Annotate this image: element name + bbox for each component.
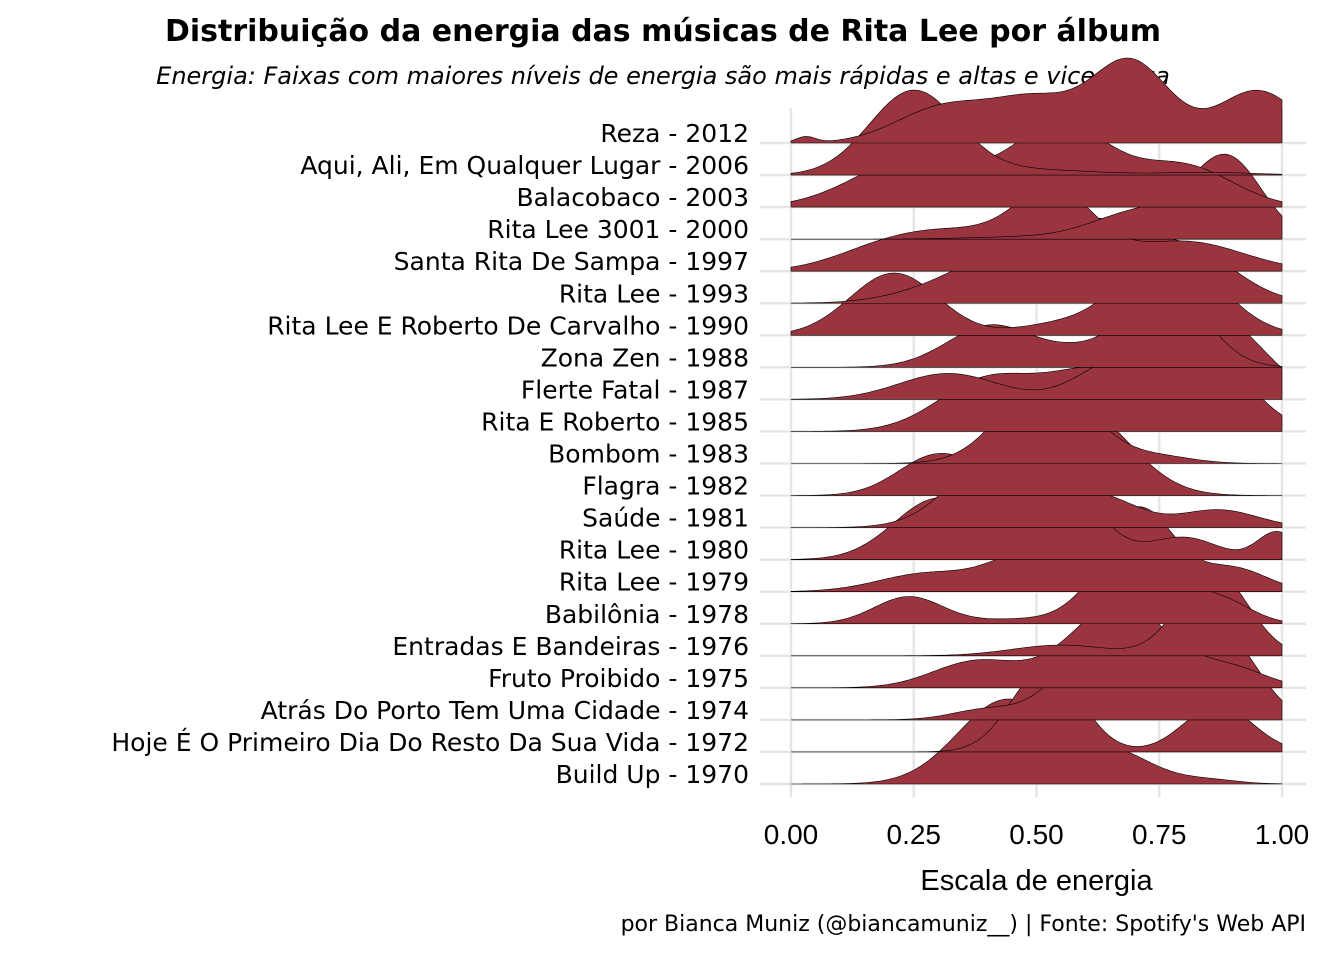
ridge-layer	[790, 57, 1283, 785]
y-label: Build Up - 1970	[556, 760, 749, 789]
y-label: Zona Zen - 1988	[541, 343, 749, 372]
y-label: Babilônia - 1978	[545, 600, 749, 629]
y-label: Rita Lee - 1979	[559, 568, 749, 597]
y-label: Flagra - 1982	[582, 472, 749, 501]
y-label: Rita Lee 3001 - 2000	[487, 215, 749, 244]
y-label: Rita E Roberto - 1985	[481, 407, 749, 436]
y-label: Bombom - 1983	[548, 440, 749, 469]
y-label: Balacobaco - 2003	[516, 183, 749, 212]
chart-subtitle: Energia: Faixas com maiores níveis de en…	[156, 62, 1170, 90]
y-label: Santa Rita De Sampa - 1997	[394, 247, 749, 276]
y-label: Aqui, Ali, Em Qualquer Lugar - 2006	[300, 151, 749, 180]
x-axis-title: Escala de energia	[920, 865, 1153, 897]
x-tick-label: 0.00	[764, 819, 819, 850]
y-label: Rita Lee E Roberto De Carvalho - 1990	[267, 311, 749, 340]
y-label: Flerte Fatal - 1987	[521, 375, 749, 404]
y-label: Entradas E Bandeiras - 1976	[392, 632, 749, 661]
y-label: Atrás Do Porto Tem Uma Cidade - 1974	[261, 696, 749, 725]
y-label: Saúde - 1981	[582, 504, 749, 533]
y-label: Fruto Proibido - 1975	[488, 664, 749, 693]
x-axis-ticks: 0.00 0.25 0.50 0.75 1.00	[764, 819, 1310, 850]
ridge-1	[790, 57, 1283, 144]
y-label: Reza - 2012	[600, 119, 749, 148]
chart-title: Distribuição da energia das músicas de R…	[164, 14, 1162, 49]
ridge-2	[790, 89, 1283, 176]
chart-caption: por Bianca Muniz (@biancamuniz__) | Font…	[620, 912, 1306, 937]
x-tick-label: 1.00	[1255, 819, 1310, 850]
ridge-4	[791, 153, 1283, 240]
y-label: Rita Lee - 1980	[559, 536, 749, 565]
x-tick-label: 0.50	[1009, 819, 1064, 850]
y-label: Hoje É O Primeiro Dia Do Resto Da Sua Vi…	[111, 728, 749, 757]
x-tick-label: 0.25	[887, 819, 942, 850]
y-axis-labels: Reza - 2012 Aqui, Ali, Em Qualquer Lugar …	[111, 119, 749, 789]
x-tick-label: 0.75	[1132, 819, 1187, 850]
y-label: Rita Lee - 1993	[559, 279, 749, 308]
